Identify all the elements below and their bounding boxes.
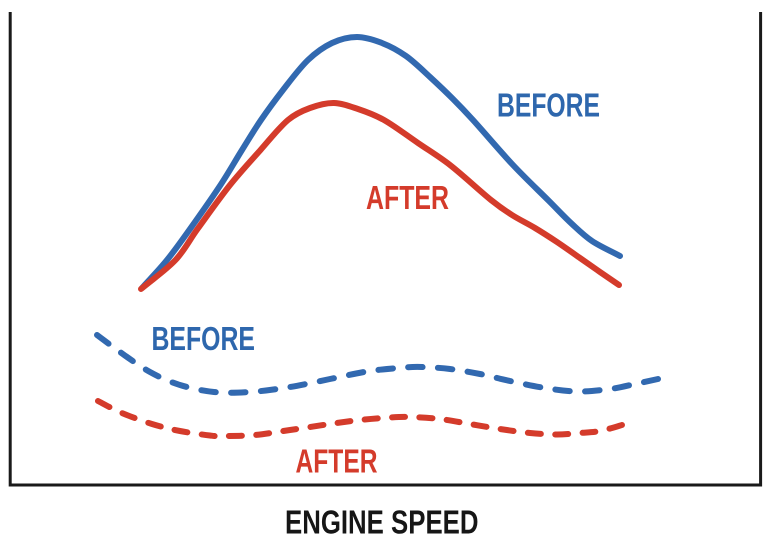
svg-text:AFTER: AFTER [296, 442, 378, 479]
svg-text:AFTER: AFTER [366, 179, 449, 216]
svg-text:BEFORE: BEFORE [497, 86, 600, 123]
svg-text:ENGINE SPEED: ENGINE SPEED [285, 504, 479, 541]
svg-text:BEFORE: BEFORE [152, 320, 256, 357]
